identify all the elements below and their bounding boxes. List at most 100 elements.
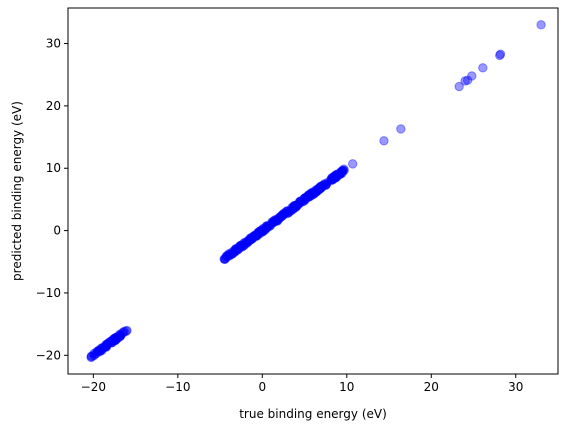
data-point [303,191,313,201]
data-point [270,214,281,225]
data-point [321,179,331,190]
data-point [301,193,311,204]
data-point [97,345,107,356]
data-point [316,183,326,193]
data-point [251,230,262,241]
data-point [275,213,285,223]
data-point [293,199,303,210]
data-point [225,249,235,259]
data-point [290,201,300,211]
data-point [329,171,339,181]
data-point [276,211,286,221]
data-point [288,202,298,212]
data-point [295,196,306,207]
data-point [315,182,326,192]
data-point [110,333,120,343]
data-point [236,240,247,250]
data-point [241,239,251,249]
data-point [243,236,253,247]
data-point [97,343,107,353]
data-point [100,341,111,352]
data-point [309,189,319,199]
data-point [314,184,325,195]
data-point [331,172,341,183]
data-point [296,196,306,207]
data-point [219,254,230,264]
data-point [243,237,253,248]
data-point [245,235,255,245]
data-point [331,171,341,182]
data-point [289,200,300,211]
data-point [222,251,233,261]
x-tick-label: 0 [258,380,266,394]
data-point [226,249,236,260]
data-point [122,325,132,336]
data-point [300,193,310,203]
data-point [289,203,299,214]
data-point [306,190,317,201]
x-tick-label: −10 [165,380,190,394]
data-point [251,231,262,241]
data-point [108,335,118,345]
data-point [231,244,241,255]
data-point [306,188,316,199]
data-point [267,217,278,227]
data-point [111,332,122,342]
data-point [299,194,310,205]
data-point [227,249,237,259]
data-point [317,182,327,192]
data-point [105,337,115,347]
data-point [318,180,329,191]
data-point [262,223,272,233]
data-point [254,226,265,237]
data-point [291,200,301,210]
data-point [467,71,477,81]
data-point [335,169,345,180]
data-point [96,345,106,355]
data-point [282,208,292,219]
data-point [335,169,346,179]
data-point [106,338,117,348]
data-point [327,174,338,185]
data-point [336,167,346,177]
data-point [242,236,253,246]
data-point [303,191,314,201]
data-point [258,226,268,237]
data-point [292,200,303,210]
data-point [316,181,326,192]
data-point [269,217,279,228]
data-point [282,206,293,216]
data-point [224,249,234,259]
data-point [338,165,348,176]
data-point [107,335,117,345]
data-point [221,251,232,262]
data-point [281,207,292,217]
x-tick-label: 30 [508,380,523,394]
data-point [249,231,259,241]
data-point [253,228,264,239]
data-point [272,215,282,226]
data-point [339,165,349,176]
data-point [90,349,100,359]
data-point [86,351,97,362]
data-point [316,181,326,191]
data-point [107,337,117,348]
data-point [113,333,123,343]
data-point [331,173,341,183]
data-point [115,331,126,341]
data-point [110,333,121,344]
x-tick-label: 10 [339,380,354,394]
y-tick-label: −10 [36,286,61,300]
data-point [294,198,305,209]
data-point [327,173,338,183]
data-point [316,182,327,192]
data-point [252,230,262,240]
data-point [291,201,302,212]
data-point [306,190,316,200]
data-point [327,174,338,184]
data-point [256,226,267,237]
data-point [396,124,406,134]
data-point [290,202,300,212]
data-point [220,254,230,264]
y-axis: −20 −10 0 10 20 30 [36,37,68,362]
